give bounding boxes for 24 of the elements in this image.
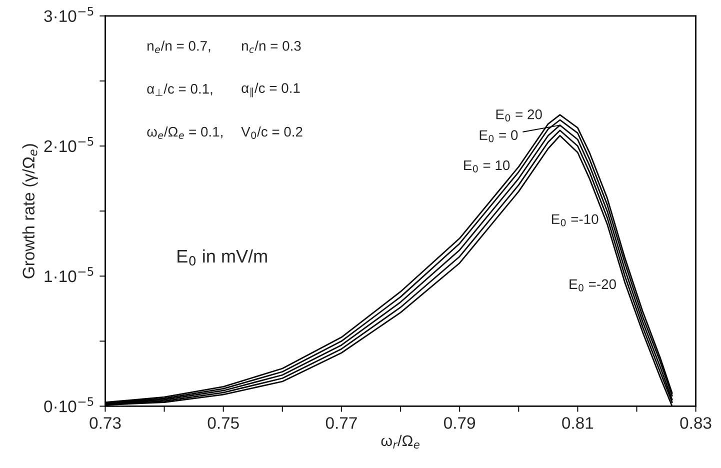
x-axis-title: ω$_{r}$/Ω$_{e}$ bbox=[381, 434, 420, 449]
annotation: α$_{⊥}$/c = 0.1, bbox=[147, 84, 212, 96]
x-tick-label: 0.79 bbox=[444, 417, 475, 429]
annotation: ω$_{e}$/Ω$_{e}$ = 0.1, bbox=[147, 126, 222, 139]
y-axis-title: Growth rate (γ/Ω$_{e}$) bbox=[22, 144, 38, 278]
x-tick-label: 0.77 bbox=[326, 417, 357, 429]
series-label: E$_{0}$ = 10 bbox=[464, 160, 510, 172]
annotation: n$_{e}$/n = 0.7, bbox=[148, 40, 210, 54]
x-tick-label: 0.75 bbox=[208, 417, 239, 429]
series-label: E$_{0}$ = 20 bbox=[496, 109, 542, 122]
annotation: E$_{0}$ in mV/m bbox=[178, 249, 267, 266]
x-tick-label: 0.81 bbox=[562, 417, 594, 429]
legend-label: E$_{0}$ = 0 bbox=[480, 130, 518, 142]
annotation: n$_{c}$/n = 0.3 bbox=[242, 40, 301, 54]
y-tick-label: 3·10$^{−5}$ bbox=[44, 6, 94, 22]
y-tick-label: 2·10$^{−5}$ bbox=[44, 137, 94, 152]
x-tick-label: 0.73 bbox=[90, 417, 121, 429]
annotation: V$_{0}$/c = 0.2 bbox=[241, 126, 302, 139]
y-tick-label: 0·10$^{−5}$ bbox=[44, 397, 94, 412]
annotation: α$_{∥}$/c = 0.1 bbox=[242, 82, 300, 98]
y-tick-label: 1·10$^{−5}$ bbox=[44, 267, 94, 282]
x-tick-label: 0.83 bbox=[680, 417, 712, 429]
series-label: E$_{0}$ =-10 bbox=[552, 214, 598, 226]
series-label: E$_{0}$ =-20 bbox=[570, 279, 616, 292]
